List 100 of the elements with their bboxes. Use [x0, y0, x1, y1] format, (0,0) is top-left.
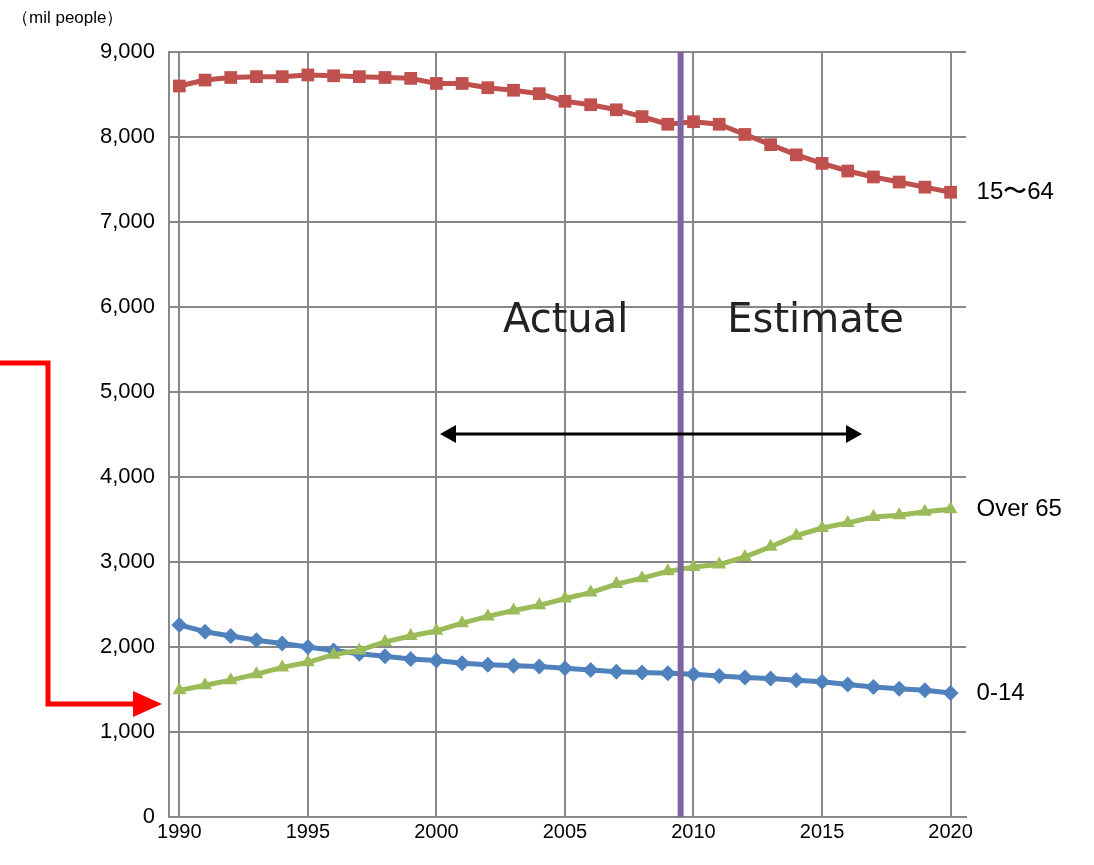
- x-tick-label: 2000: [414, 819, 459, 842]
- point: [250, 70, 263, 84]
- y-tick-label: 1,000: [99, 718, 156, 744]
- point: [659, 665, 676, 682]
- point: [736, 669, 753, 686]
- x-tick-label: 1995: [285, 819, 331, 842]
- point: [327, 69, 340, 83]
- point: [582, 661, 599, 678]
- point: [428, 652, 445, 669]
- y-tick-label: 3,000: [99, 548, 156, 574]
- annotation: Actual: [502, 294, 629, 341]
- point: [867, 170, 880, 184]
- y-tick-label: 9,000: [99, 38, 156, 64]
- point: [866, 508, 881, 521]
- point: [916, 682, 933, 699]
- point: [352, 642, 367, 655]
- x-tick-label: 2010: [671, 819, 716, 842]
- point: [455, 615, 470, 628]
- point: [815, 156, 829, 170]
- point: [481, 81, 495, 95]
- point: [712, 556, 727, 569]
- point: [506, 602, 521, 615]
- point: [223, 672, 238, 685]
- point: [352, 70, 366, 84]
- point: [429, 622, 444, 635]
- point: [404, 71, 418, 85]
- point: [685, 666, 702, 683]
- point: [762, 670, 779, 687]
- point: [480, 608, 495, 621]
- point: [789, 148, 803, 162]
- point: [479, 656, 496, 673]
- point: [558, 94, 572, 108]
- y-tick-label: 7,000: [99, 208, 156, 234]
- point: [634, 664, 651, 681]
- point: [275, 659, 290, 672]
- y-tick-label: 4,000: [99, 463, 156, 489]
- annotation: Estimate: [727, 294, 904, 341]
- point: [378, 633, 392, 646]
- point: [892, 507, 907, 520]
- point: [249, 666, 264, 679]
- x-tick-label: 2005: [542, 819, 588, 842]
- point: [172, 79, 186, 93]
- series-label: Over 65: [976, 493, 1062, 521]
- point: [686, 559, 701, 572]
- y-tick-label: 6,000: [99, 293, 156, 319]
- point: [505, 657, 522, 674]
- series-label: 0-14: [976, 677, 1025, 705]
- y-tick-label: 5,000: [99, 378, 156, 404]
- point: [635, 570, 650, 583]
- point: [738, 128, 752, 141]
- point: [378, 71, 392, 84]
- point: [583, 584, 598, 597]
- point: [248, 632, 265, 649]
- x-tick-label: 2020: [928, 819, 973, 842]
- point: [403, 627, 418, 640]
- point: [584, 98, 598, 112]
- x-tick-label: 2015: [799, 819, 845, 842]
- point: [840, 514, 855, 527]
- y-tick-label: 0: [142, 803, 156, 829]
- point: [788, 672, 805, 689]
- point: [814, 673, 831, 690]
- point: [661, 117, 675, 131]
- y-tick-label: 8,000: [99, 123, 156, 149]
- point: [712, 117, 726, 131]
- point: [171, 616, 188, 633]
- point: [892, 175, 906, 189]
- point: [610, 103, 623, 117]
- point: [430, 77, 443, 90]
- point: [377, 648, 393, 665]
- point: [608, 663, 625, 680]
- point: [660, 563, 675, 576]
- point: [197, 623, 214, 640]
- x-tick-label: 1990: [157, 819, 202, 842]
- point: [532, 597, 547, 610]
- point: [918, 180, 932, 194]
- point: [556, 660, 573, 677]
- point: [326, 646, 341, 659]
- point: [942, 684, 959, 701]
- point: [943, 501, 958, 514]
- point: [532, 87, 546, 101]
- point: [764, 138, 777, 152]
- point: [944, 185, 957, 199]
- point: [455, 77, 469, 90]
- point: [300, 654, 315, 667]
- y-axis-title: （mil people）: [12, 7, 124, 29]
- point: [275, 70, 289, 84]
- point: [891, 680, 908, 697]
- point: [274, 635, 291, 652]
- point: [865, 678, 882, 695]
- point: [687, 115, 700, 129]
- series-label: 15〜64: [976, 176, 1054, 204]
- point: [172, 682, 187, 695]
- point: [198, 677, 212, 690]
- point: [299, 639, 316, 655]
- point: [839, 676, 856, 693]
- point: [635, 110, 649, 123]
- point: [841, 164, 855, 178]
- point: [222, 627, 239, 644]
- point: [224, 71, 238, 84]
- point: [558, 590, 572, 603]
